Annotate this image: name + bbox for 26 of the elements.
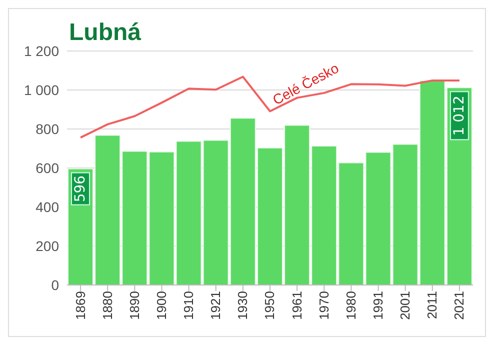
y-tick-label: 1 000 (24, 82, 60, 98)
x-tick-label: 1961 (289, 291, 304, 320)
x-tick-label: 1900 (154, 291, 169, 320)
x-tick-label: 1890 (126, 291, 142, 320)
y-tick-label: 600 (36, 160, 60, 176)
x-tick-label: 1991 (370, 291, 386, 320)
data-label: 1 012 (451, 96, 468, 136)
x-tick-label: 2001 (398, 291, 413, 320)
data-label: 596 (72, 175, 88, 202)
x-tick-label: 1869 (72, 291, 88, 320)
y-tick-label: 200 (36, 238, 60, 254)
x-tick-label: 1921 (208, 291, 224, 320)
x-tick-label: 1880 (100, 291, 115, 320)
y-tick-label: 0 (51, 276, 60, 293)
x-tick-label: 1950 (262, 291, 278, 320)
chart-title: Lubná (69, 19, 141, 47)
x-tick-label: 1910 (181, 291, 196, 320)
x-tick-label: 2021 (452, 291, 467, 320)
text: Celé Česko (270, 60, 342, 108)
y-tick-label: 400 (36, 198, 60, 215)
y-tick-label: 800 (36, 120, 60, 137)
x-tick-label: 1930 (235, 291, 250, 320)
x-tick-label: 2011 (424, 291, 440, 319)
y-tick-label: 1 200 (24, 42, 60, 59)
x-tick-label: 1980 (343, 291, 358, 320)
x-tick-label: 1970 (316, 291, 332, 320)
